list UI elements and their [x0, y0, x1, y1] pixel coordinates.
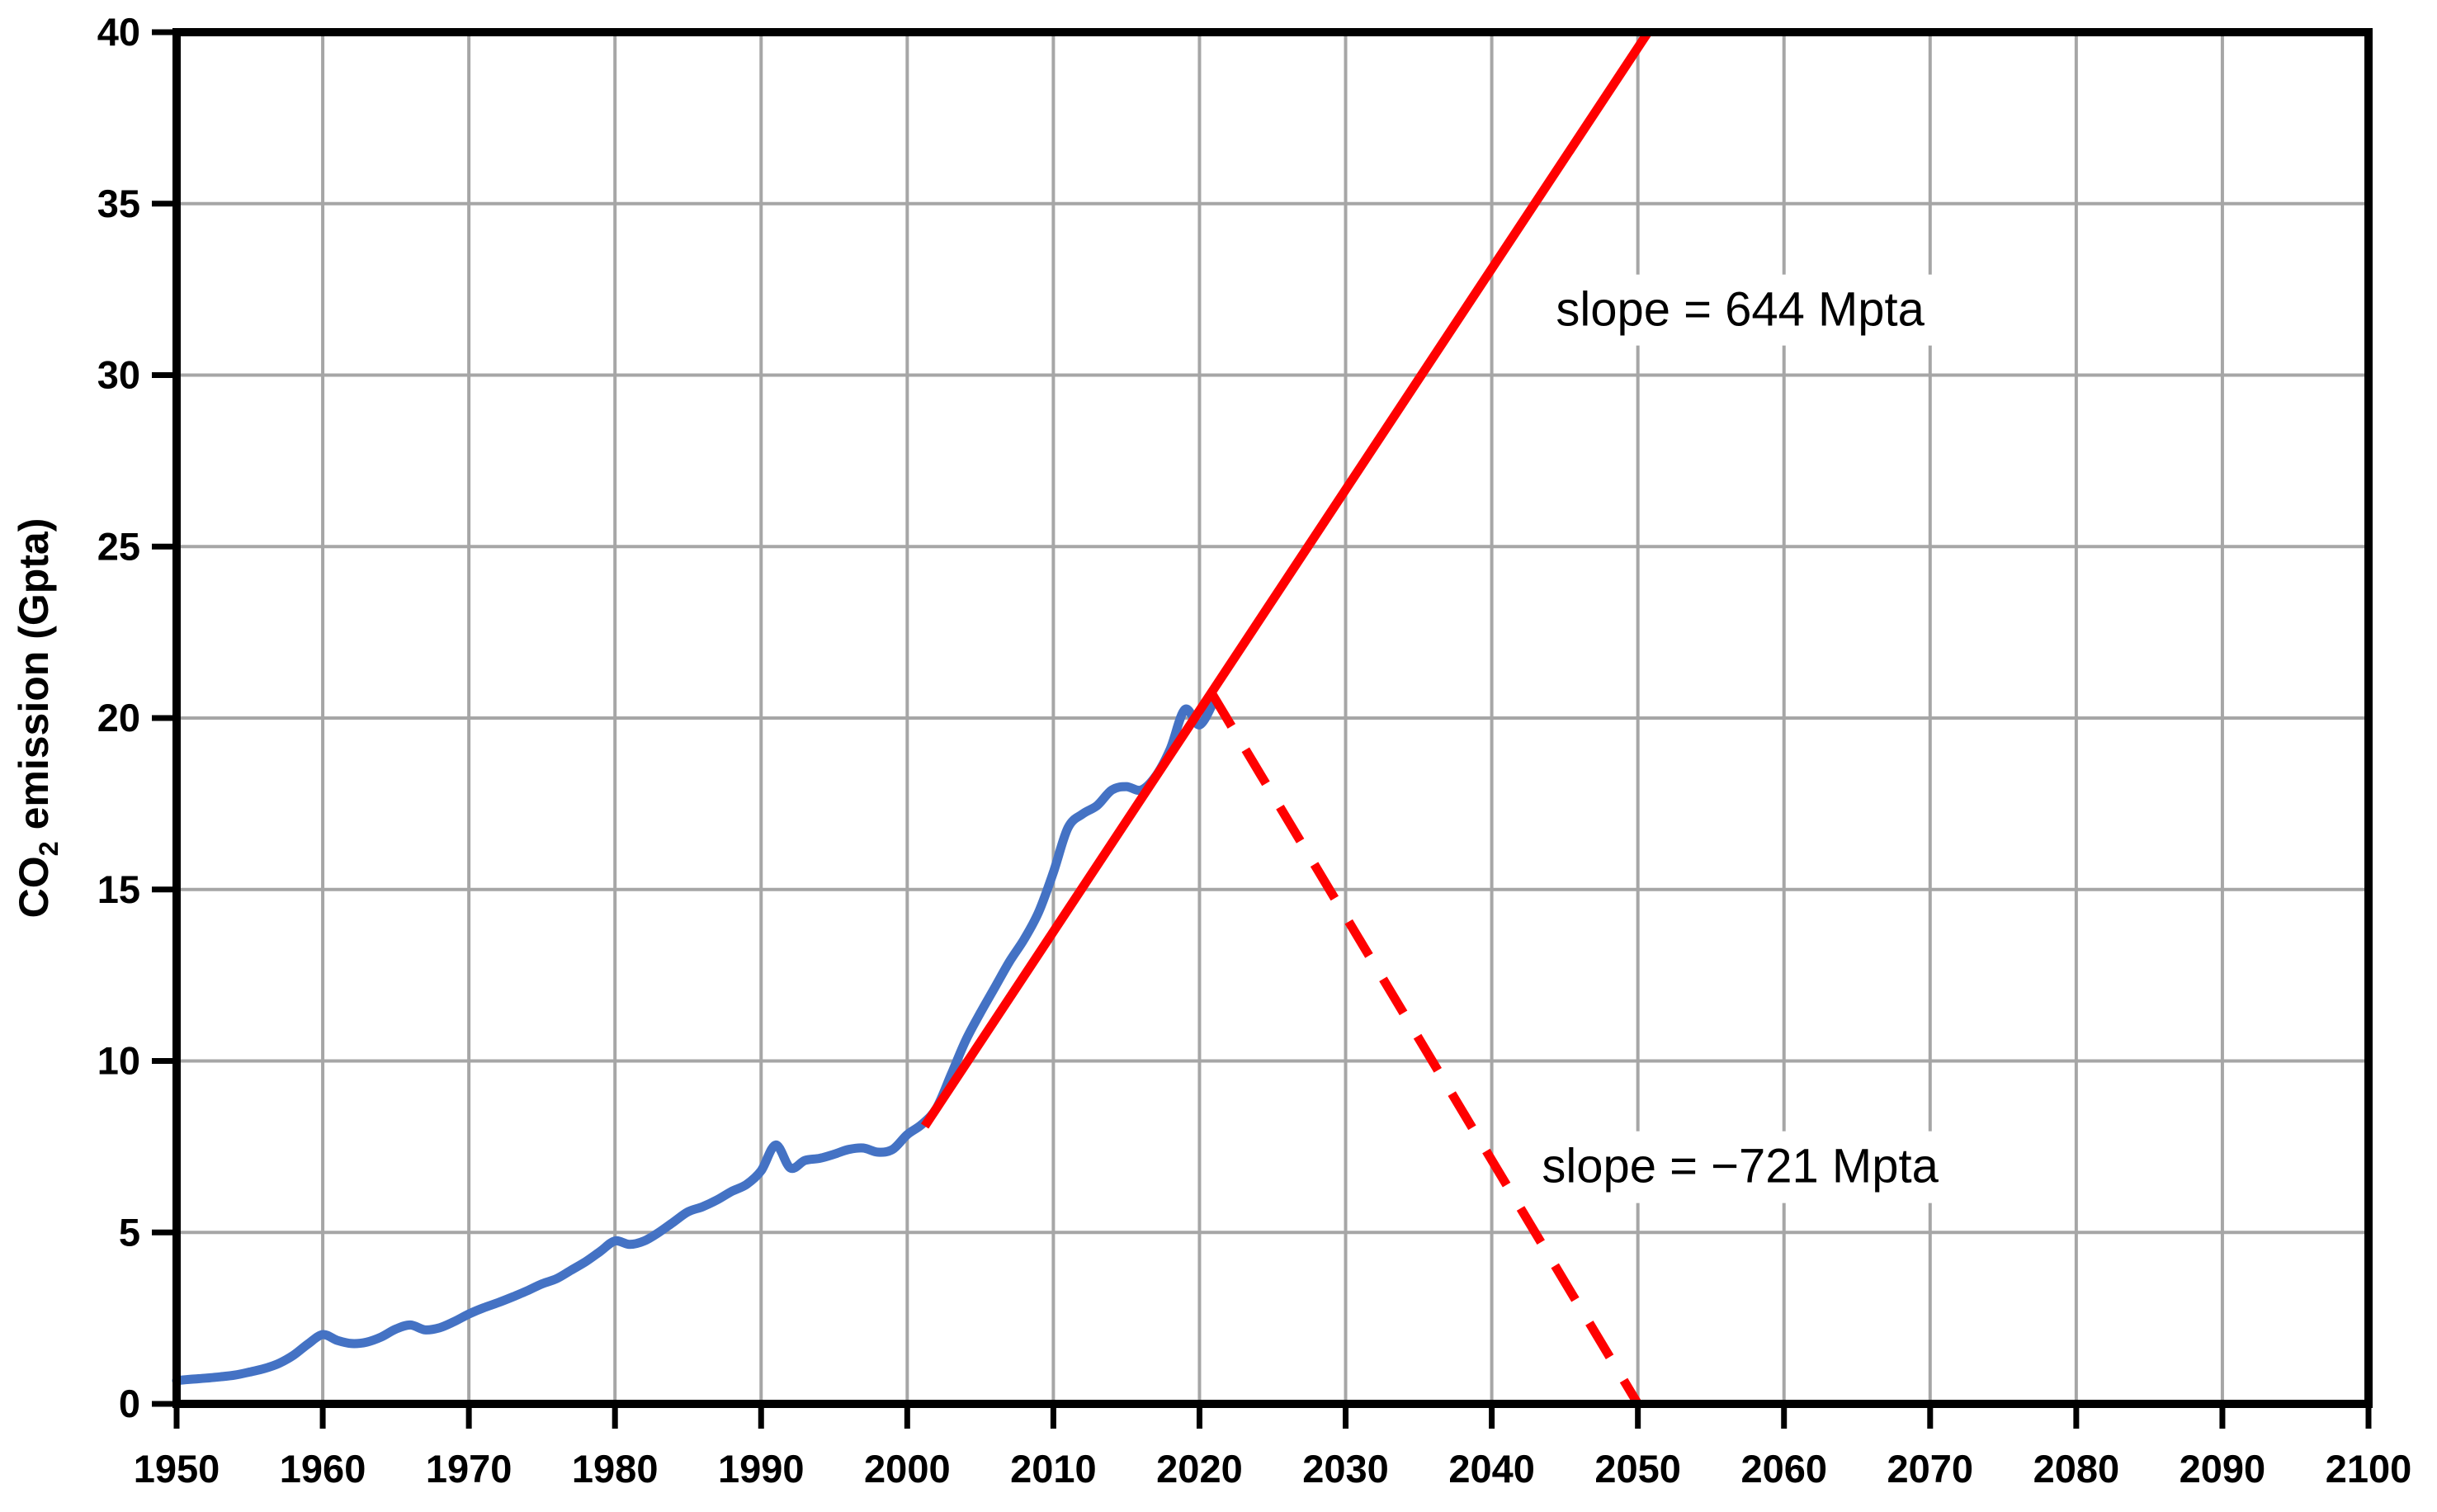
- y-tick-label: 10: [97, 1039, 140, 1083]
- y-axis-title: CO2 emission (Gpta): [11, 518, 64, 919]
- y-tick-label: 0: [119, 1382, 140, 1425]
- y-tick-label: 5: [119, 1210, 140, 1254]
- slope-644-label: slope = 644 Mpta: [1536, 274, 1944, 346]
- x-tick-label: 1950: [134, 1447, 220, 1491]
- decline-scenario-projection-line: [1207, 690, 1642, 1406]
- x-tick-label: 2080: [2033, 1447, 2120, 1491]
- x-tick-label: 1990: [718, 1447, 805, 1491]
- x-tick-label: 1980: [572, 1447, 659, 1491]
- x-tick-label: 2010: [1010, 1447, 1097, 1491]
- growth-trend-projection-line: [920, 29, 1652, 1129]
- historical-co2-emission-line: [172, 696, 1219, 1386]
- y-tick-label: 25: [97, 524, 140, 568]
- x-tick-label: 2100: [2326, 1447, 2412, 1491]
- x-tick-label: 2000: [864, 1447, 951, 1491]
- y-tick-label: 20: [97, 696, 140, 739]
- data-series: [172, 29, 1652, 1406]
- y-tick-label: 15: [97, 867, 140, 911]
- x-tick-label: 2040: [1448, 1447, 1535, 1491]
- y-tick-label: 35: [97, 182, 140, 225]
- x-tick-label: 2020: [1156, 1447, 1243, 1491]
- y-axis-tick-labels: 0 5 10 15 20 25 30 35 40: [97, 10, 140, 1425]
- x-tick-label: 2070: [1887, 1447, 1974, 1491]
- x-tick-label: 2060: [1740, 1447, 1827, 1491]
- y-tick-label: 30: [97, 353, 140, 397]
- gridlines: [177, 32, 2369, 1404]
- axis-ticks: [152, 29, 2372, 1429]
- x-tick-label: 1970: [426, 1447, 512, 1491]
- slope-minus-721-label: slope = −721 Mpta: [1522, 1131, 1958, 1203]
- y-tick-label: 40: [97, 10, 140, 54]
- x-axis-tick-labels: 1950 1960 1970 1980 1990 2000 2010 2020 2030 2040…: [134, 1447, 2412, 1491]
- x-tick-label: 1960: [280, 1447, 366, 1491]
- x-tick-label: 2030: [1302, 1447, 1389, 1491]
- x-tick-label: 2090: [2180, 1447, 2266, 1491]
- x-tick-label: 2050: [1594, 1447, 1681, 1491]
